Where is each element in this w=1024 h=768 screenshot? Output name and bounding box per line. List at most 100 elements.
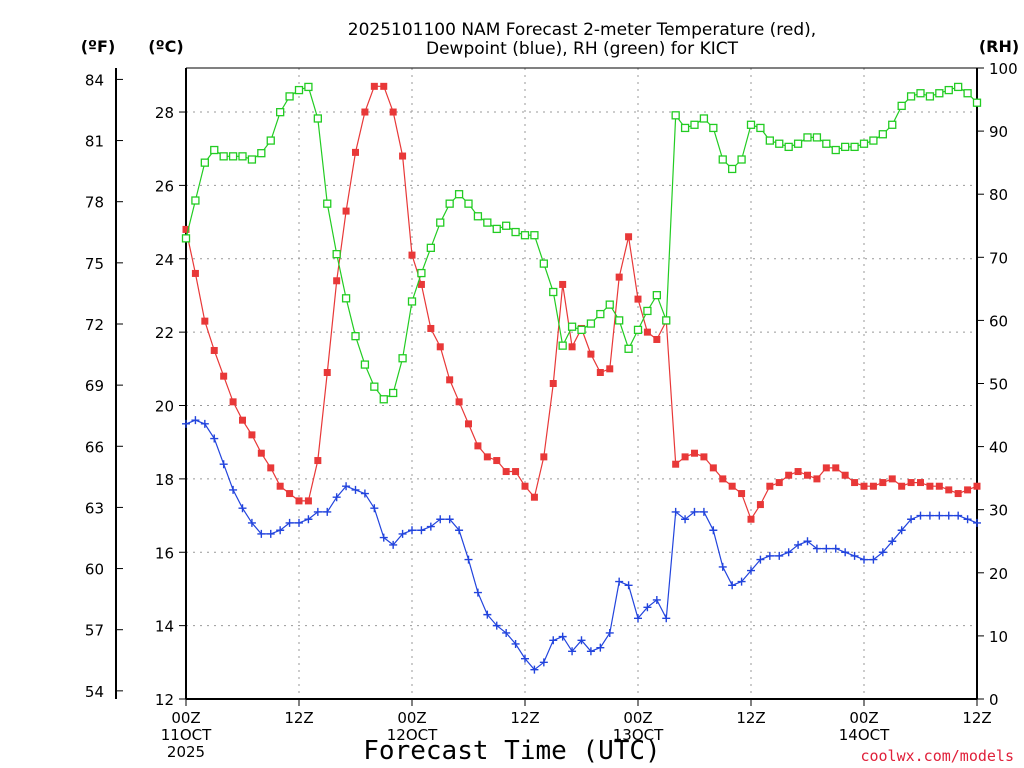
temperature-point — [615, 273, 623, 281]
rh-tick-label: 30 — [989, 502, 1008, 520]
rh-point — [859, 139, 869, 148]
temperature-point — [700, 453, 708, 461]
rh-point — [407, 297, 417, 306]
dewpoint-point — [841, 548, 850, 557]
rh-tick-label: 40 — [989, 439, 1008, 457]
rh-point — [549, 287, 558, 297]
dewpoint-point — [794, 540, 803, 549]
rh-point — [332, 249, 341, 259]
dewpoint-point — [464, 555, 473, 564]
dewpoint-point — [907, 515, 916, 524]
rh-point — [181, 234, 191, 243]
dewpoint-point — [577, 636, 586, 645]
dewpoint-point — [492, 621, 501, 630]
fahrenheit-tick-label: 60 — [85, 561, 104, 579]
dewpoint-point — [973, 518, 981, 527]
temperature-point — [691, 449, 698, 457]
x-tick-label: 00Z — [849, 709, 878, 727]
dewpoint-point — [605, 628, 614, 637]
rh-point — [530, 231, 539, 240]
rh-point — [624, 344, 633, 353]
temperature-point — [785, 471, 793, 479]
rh-point — [605, 300, 614, 309]
dewpoint-point — [652, 595, 661, 604]
rh-point — [812, 133, 822, 142]
dewpoint-point — [822, 544, 831, 553]
dewpoint-point — [624, 581, 633, 590]
dewpoint-point — [784, 548, 793, 557]
rh-point — [963, 89, 972, 98]
rh-point — [935, 89, 944, 98]
axes: 12 14 16 18 20 22 24 26 28 54 57 60 63 66 69 72 75 78 81 84… — [85, 60, 1018, 761]
rh-point — [341, 294, 351, 303]
temperature-point — [352, 148, 359, 156]
rh-point — [916, 89, 925, 98]
dewpoint-point — [643, 603, 652, 612]
dewpoint-point — [596, 643, 605, 652]
temperature-point — [304, 497, 312, 505]
dewpoint-point — [483, 610, 492, 619]
x-tick-label: 00Z — [397, 709, 426, 727]
rh-line — [185, 86, 978, 401]
rh-point — [784, 142, 793, 152]
fahrenheit-tick-label: 78 — [85, 194, 104, 212]
temperature-point — [860, 482, 868, 490]
dewpoint-point — [295, 518, 303, 527]
temperature-point — [945, 486, 953, 494]
rh-point — [238, 152, 247, 161]
rh-tick-label: 90 — [989, 123, 1008, 141]
temperature-point — [964, 486, 972, 494]
rh-point — [643, 306, 652, 316]
dewpoint-point — [276, 526, 285, 535]
temperature-point — [973, 482, 981, 490]
rh-point — [473, 212, 483, 221]
dewpoint-point — [916, 511, 925, 520]
rh-point — [266, 136, 275, 145]
temperature-point — [370, 82, 378, 90]
rh-point — [775, 139, 784, 148]
rh-point — [596, 309, 605, 319]
dewpoint-point — [247, 518, 256, 527]
temperature-point — [719, 475, 727, 483]
dewpoint-point — [417, 526, 426, 535]
dewpoint-point — [586, 647, 595, 656]
temperature-point — [465, 420, 472, 428]
rh-point — [191, 196, 200, 205]
dewpoint-point — [257, 529, 266, 538]
x-tick-label: 11OCT — [161, 726, 212, 744]
temperature-point — [625, 233, 633, 241]
dewpoint-point — [408, 526, 416, 535]
rh-point — [869, 136, 878, 145]
x-tick-label: 12Z — [284, 709, 313, 727]
temperature-point — [323, 368, 331, 376]
temperature-point — [314, 457, 322, 465]
dewpoint-point — [662, 614, 671, 623]
rh-point — [586, 319, 596, 328]
temperature-point — [276, 482, 284, 490]
dewpoint-point — [615, 577, 624, 586]
temperature-point — [832, 464, 840, 472]
temperature-point — [907, 479, 915, 487]
temperature-point — [888, 475, 896, 483]
x-tick-label: 13OCT — [613, 726, 664, 744]
dewpoint-point — [878, 548, 887, 557]
rh-point — [219, 152, 228, 161]
dewpoint-point — [511, 639, 520, 648]
dewpoint-line — [185, 419, 978, 671]
temperature-point — [672, 460, 680, 468]
temperature-point — [286, 490, 294, 498]
temperature-point — [587, 350, 595, 358]
temperature-point — [681, 453, 689, 461]
dewpoint-point — [455, 526, 464, 535]
rh-point — [662, 316, 671, 325]
rh-point — [680, 123, 690, 133]
dewpoint-point — [681, 515, 690, 524]
celsius-tick-label: 28 — [155, 104, 174, 122]
dewpoint-point — [238, 504, 247, 513]
temperature-point — [954, 490, 962, 498]
rh-point — [370, 382, 379, 391]
chart-title-line2: Dewpoint (blue), RH (green) for KICT — [426, 39, 739, 59]
temperature-point — [361, 108, 369, 116]
x-tick-label: 14OCT — [839, 726, 890, 744]
dewpoint-point — [436, 515, 445, 524]
